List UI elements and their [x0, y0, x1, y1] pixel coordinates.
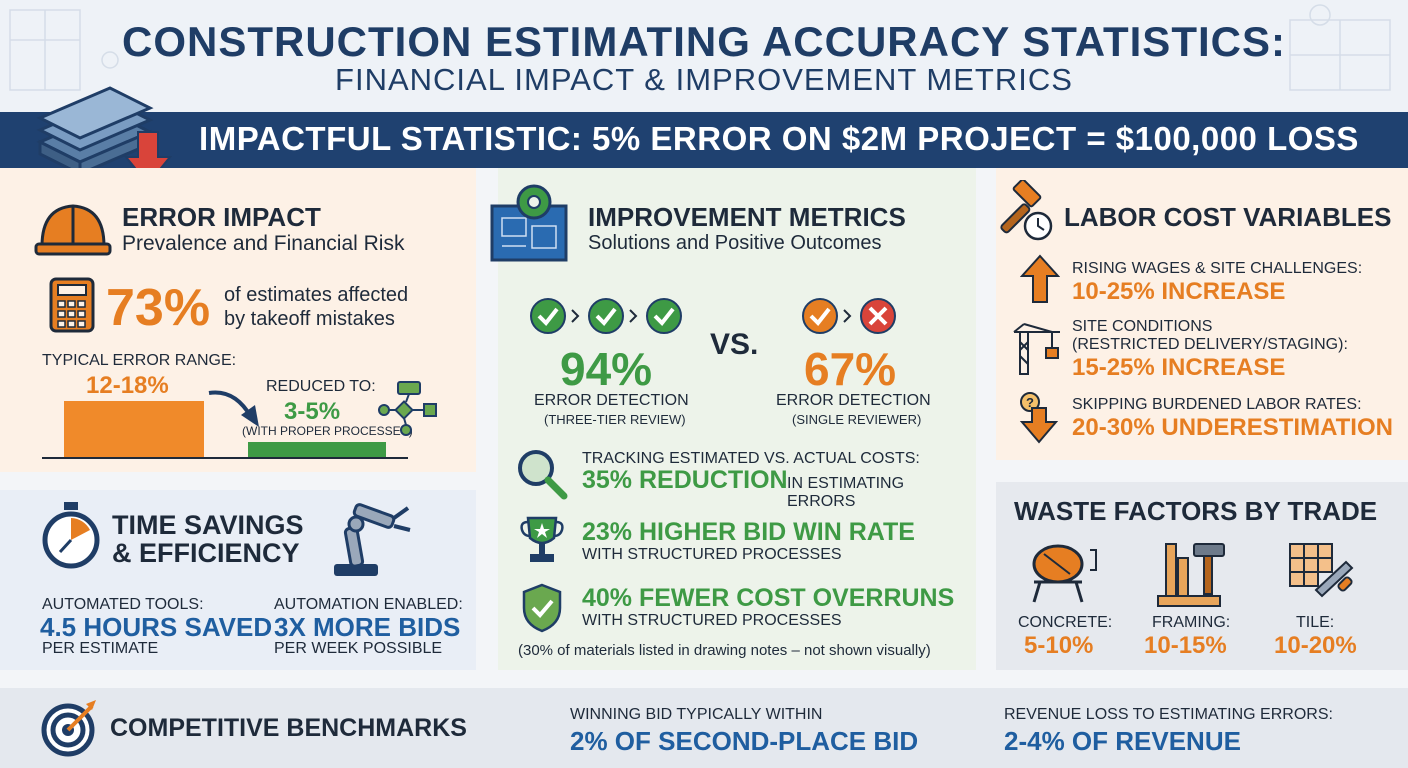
labor-item-2-label-2: (RESTRICTED DELIVERY/STAGING): — [1072, 336, 1348, 353]
target-icon — [41, 700, 96, 757]
stopwatch-icon — [42, 502, 100, 569]
tile-trowel-icon — [1289, 543, 1354, 598]
labor-cost-panel: LABOR COST VARIABLES RISING WAGES & SITE… — [996, 168, 1408, 460]
labor-title: LABOR COST VARIABLES — [1064, 202, 1392, 232]
more-bids-note: PER WEEK POSSIBLE — [274, 640, 443, 657]
waste-tile-label: TILE: — [1296, 614, 1335, 631]
calculator-icon — [49, 277, 95, 333]
error-prevalence-text-2: by takeoff mistakes — [224, 308, 395, 330]
benchmark-1-label: WINNING BID TYPICALLY WITHIN — [570, 706, 823, 723]
impact-banner: IMPACTFUL STATISTIC: 5% ERROR ON $2M PRO… — [0, 112, 1408, 168]
blueprint-gear-icon — [490, 184, 568, 262]
labor-item-3-label: SKIPPING BURDENED LABOR RATES: — [1072, 396, 1362, 413]
lumber-hammer-icon — [1157, 543, 1225, 607]
reduced-value: 3-5% — [284, 398, 341, 425]
three-tier-value: 94% — [560, 343, 653, 395]
error-prevalence-text-1: of estimates affected — [224, 284, 409, 306]
tracking-label: TRACKING ESTIMATED VS. ACTUAL COSTS: — [582, 450, 920, 467]
improvement-subtitle: Solutions and Positive Outcomes — [588, 232, 882, 254]
page-title: CONSTRUCTION ESTIMATING ACCURACY STATIST… — [122, 18, 1286, 65]
labor-item-1-label: RISING WAGES & SITE CHALLENGES: — [1072, 260, 1363, 277]
benchmark-2-label: REVENUE LOSS TO ESTIMATING ERRORS: — [1004, 706, 1333, 723]
labor-item-1-value: 10-25% INCREASE — [1072, 278, 1286, 305]
bid-win-value: 23% HIGHER BID WIN RATE — [582, 518, 915, 546]
svg-text:?: ? — [1026, 395, 1034, 410]
waste-framing-label: FRAMING: — [1152, 614, 1231, 631]
improvement-title: IMPROVEMENT METRICS — [588, 202, 906, 232]
benchmark-2-value: 2-4% OF REVENUE — [1004, 726, 1241, 756]
blueprint-background — [9, 4, 1391, 91]
trophy-icon — [520, 516, 564, 562]
arrow-up-icon — [1020, 254, 1060, 303]
labor-item-3-value: 20-30% UNDERESTIMATION — [1072, 414, 1393, 441]
banner-text: IMPACTFUL STATISTIC: 5% ERROR ON $2M PRO… — [199, 120, 1359, 157]
versus-text: VS. — [710, 328, 759, 361]
materials-footnote: (30% of materials listed in drawing note… — [518, 642, 931, 659]
time-savings-title-2: & EFFICIENCY — [112, 538, 300, 568]
waste-concrete-label: CONCRETE: — [1018, 614, 1113, 631]
three-tier-label: ERROR DETECTION — [534, 392, 689, 409]
reduced-error-bar — [248, 442, 386, 457]
error-prevalence-value: 73% — [106, 279, 211, 337]
reduced-label: REDUCED TO: — [266, 378, 376, 395]
more-bids-value: 3X MORE BIDS — [274, 612, 461, 642]
benchmark-1-value: 2% OF SECOND-PLACE BID — [570, 726, 919, 756]
three-tier-note: (THREE-TIER REVIEW) — [544, 412, 686, 427]
typical-error-bar — [64, 401, 204, 457]
error-impact-title: ERROR IMPACT — [122, 202, 321, 232]
hammer-clock-icon — [1000, 180, 1053, 241]
time-savings-panel: TIME SAVINGS & EFFICIENCY AUTOMATED TOOL… — [0, 490, 476, 670]
competitive-benchmarks-panel: COMPETITIVE BENCHMARKS WINNING BID TYPIC… — [0, 688, 1408, 768]
automation-enabled-label: AUTOMATION ENABLED: — [274, 596, 463, 613]
single-reviewer-label: ERROR DETECTION — [776, 392, 931, 409]
crane-icon — [1013, 323, 1060, 375]
error-impact-panel: ERROR IMPACT Prevalence and Financial Ri… — [0, 168, 476, 472]
reduction-arrow-icon — [208, 390, 259, 427]
cost-overrun-value: 40% FEWER COST OVERRUNS — [582, 584, 955, 612]
waste-framing-value: 10-15% — [1144, 632, 1227, 659]
labor-item-2-value: 15-25% INCREASE — [1072, 354, 1286, 381]
single-reviewer-value: 67% — [804, 343, 897, 395]
check-cross-icons — [802, 298, 896, 334]
page-subtitle: FINANCIAL IMPACT & IMPROVEMENT METRICS — [335, 62, 1073, 97]
header: CONSTRUCTION ESTIMATING ACCURACY STATIST… — [0, 0, 1408, 112]
three-check-icons — [530, 298, 682, 334]
cost-overrun-note: WITH STRUCTURED PROCESSES — [582, 612, 842, 629]
hours-saved-value: 4.5 HOURS SAVED — [40, 612, 273, 642]
benchmarks-title: COMPETITIVE BENCHMARKS — [110, 714, 467, 742]
waste-tile-value: 10-20% — [1274, 632, 1357, 659]
waste-title: WASTE FACTORS BY TRADE — [1014, 496, 1378, 526]
chart-baseline — [42, 457, 408, 459]
tracking-suffix: IN ESTIMATING ERRORS — [787, 475, 905, 510]
hard-hat-icon — [34, 204, 112, 256]
money-stack-icon — [36, 86, 173, 186]
concrete-mixer-icon — [1032, 544, 1097, 603]
time-savings-title-1: TIME SAVINGS — [112, 510, 304, 540]
automated-tools-label: AUTOMATED TOOLS: — [42, 596, 204, 613]
robotic-arm-icon — [334, 503, 411, 576]
typical-error-value: 12-18% — [86, 372, 169, 399]
flowchart-icon — [378, 381, 437, 436]
waste-concrete-value: 5-10% — [1024, 632, 1094, 659]
improvement-metrics-panel: IMPROVEMENT METRICS Solutions and Positi… — [490, 168, 976, 670]
bid-win-note: WITH STRUCTURED PROCESSES — [582, 546, 842, 563]
magnifier-icon — [518, 450, 568, 500]
single-reviewer-note: (SINGLE REVIEWER) — [792, 412, 922, 427]
error-impact-subtitle: Prevalence and Financial Risk — [122, 232, 405, 255]
typical-error-label: TYPICAL ERROR RANGE: — [42, 352, 237, 369]
question-arrow-down-icon: ? — [1019, 392, 1059, 444]
reduced-note: (WITH PROPER PROCESSES) — [242, 424, 413, 438]
waste-factors-panel: WASTE FACTORS BY TRADE CONCRETE: 5-10% F… — [996, 482, 1408, 670]
tracking-value: 35% REDUCTION — [582, 466, 788, 494]
labor-item-2-label-1: SITE CONDITIONS — [1072, 318, 1213, 335]
shield-check-icon — [522, 583, 562, 633]
hours-saved-note: PER ESTIMATE — [42, 640, 159, 657]
